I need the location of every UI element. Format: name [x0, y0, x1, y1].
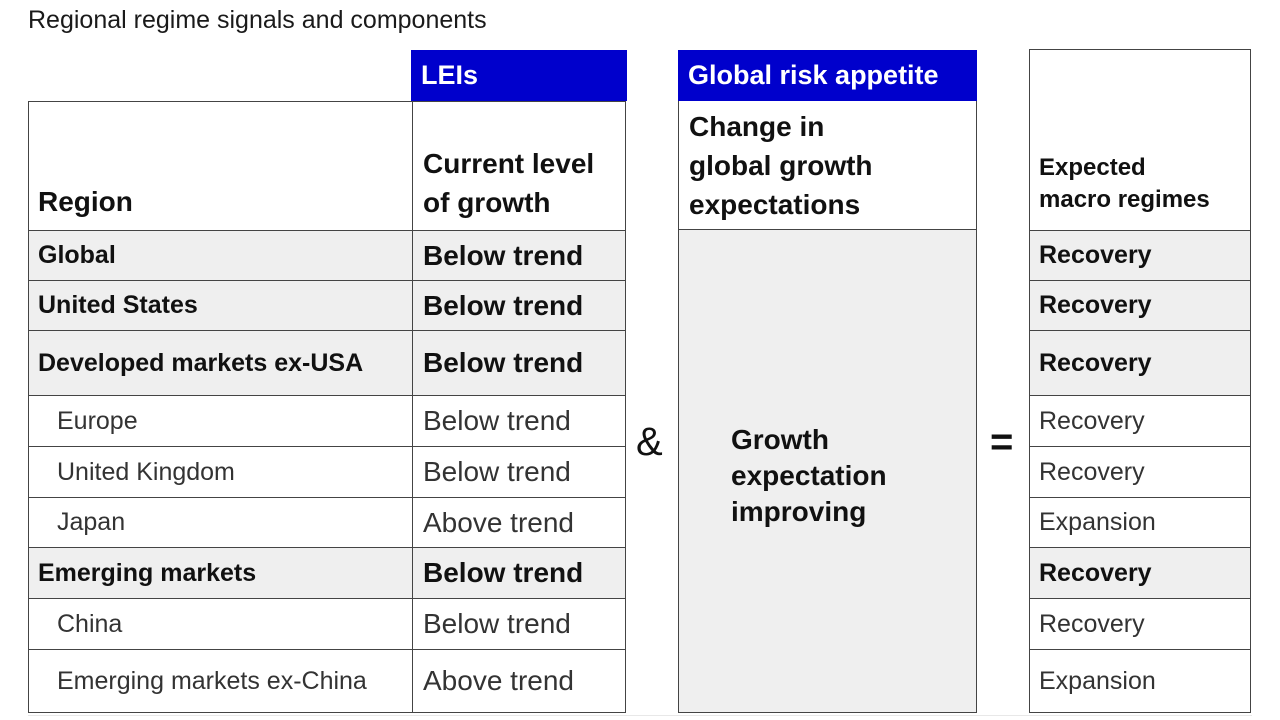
regime-row: Recovery: [1030, 547, 1250, 598]
lei-cell: Below trend: [412, 447, 625, 497]
regime-row: Recovery: [1030, 598, 1250, 649]
regime-column: Expected macro regimes Recovery Recovery…: [1029, 49, 1251, 713]
lei-header-line-1: Current level: [423, 148, 595, 179]
region-cell: Emerging markets: [38, 558, 257, 587]
regime-cell: Recovery: [1039, 558, 1152, 587]
table-row: Global Below trend: [29, 230, 625, 280]
lei-cell: Below trend: [412, 548, 625, 598]
regime-row: Expansion: [1030, 649, 1250, 712]
regime-row: Recovery: [1030, 230, 1250, 280]
regime-cell: Recovery: [1039, 609, 1145, 638]
lei-cell: Below trend: [412, 281, 625, 330]
risk-appetite-column: Change in global growth expectations Gro…: [678, 101, 977, 713]
table-row: United Kingdom Below trend: [29, 446, 625, 497]
table-row: Developed markets ex-USA Below trend: [29, 330, 625, 395]
risk-header-line-3: expectations: [689, 189, 861, 220]
region-column-header: Region: [38, 186, 133, 217]
risk-value-cell: Growth expectation improving: [679, 229, 976, 712]
risk-header-line-2: global growth: [689, 150, 873, 181]
lei-cell: Below trend: [412, 396, 625, 446]
region-cell: Developed markets ex-USA: [38, 348, 364, 377]
page-title: Regional regime signals and components: [28, 6, 487, 34]
leis-banner: LEIs: [411, 50, 627, 101]
regime-header-line-1: Expected: [1039, 154, 1146, 181]
risk-header-line-1: Change in: [689, 111, 825, 142]
risk-appetite-banner: Global risk appetite: [678, 50, 977, 101]
region-cell: United States: [38, 291, 198, 319]
lei-cell: Above trend: [412, 498, 625, 547]
lei-header-line-2: of growth: [423, 187, 551, 218]
regime-cell: Recovery: [1039, 457, 1145, 486]
table-row: United States Below trend: [29, 280, 625, 330]
and-operator: &: [636, 420, 663, 464]
lei-cell: Above trend: [412, 650, 625, 712]
regime-cell: Recovery: [1039, 348, 1152, 377]
risk-value-line-1: Growth: [731, 424, 829, 455]
lei-column-header: Current level of growth: [412, 102, 625, 230]
table-row: Europe Below trend: [29, 395, 625, 446]
region-cell: Emerging markets ex-China: [57, 666, 367, 695]
risk-value-line-3: improving: [731, 496, 867, 527]
table-row: China Below trend: [29, 598, 625, 649]
region-cell: Global: [38, 241, 116, 269]
equals-operator: =: [990, 420, 1014, 464]
table-row: Emerging markets ex-China Above trend: [29, 649, 625, 712]
region-cell: China: [57, 609, 123, 638]
risk-value-line-2: expectation: [731, 460, 887, 491]
lei-cell: Below trend: [412, 599, 625, 649]
regime-cell: Recovery: [1039, 406, 1145, 435]
lei-cell: Below trend: [412, 231, 625, 280]
region-table-header: Region Current level of growth: [29, 102, 625, 230]
region-cell: Europe: [57, 406, 138, 435]
risk-column-header: Change in global growth expectations: [679, 101, 976, 229]
regime-row: Recovery: [1030, 280, 1250, 330]
regime-row: Recovery: [1030, 330, 1250, 395]
regime-cell: Expansion: [1039, 666, 1156, 695]
regime-row: Recovery: [1030, 446, 1250, 497]
regime-row: Recovery: [1030, 395, 1250, 446]
region-cell: United Kingdom: [57, 457, 235, 486]
regime-cell: Recovery: [1039, 291, 1152, 319]
risk-value: Growth expectation improving: [731, 422, 887, 530]
regime-cell: Expansion: [1039, 508, 1156, 536]
regime-cell: Recovery: [1039, 241, 1152, 269]
regime-header-line-2: macro regimes: [1039, 186, 1210, 213]
region-table: Region Current level of growth Global Be…: [28, 101, 626, 713]
table-row: Emerging markets Below trend: [29, 547, 625, 598]
regime-column-header: Expected macro regimes: [1039, 152, 1210, 216]
bottom-rule: [28, 715, 1252, 716]
region-cell: Japan: [57, 508, 126, 536]
table-row: Japan Above trend: [29, 497, 625, 547]
regime-row: Expansion: [1030, 497, 1250, 547]
lei-cell: Below trend: [412, 331, 625, 395]
